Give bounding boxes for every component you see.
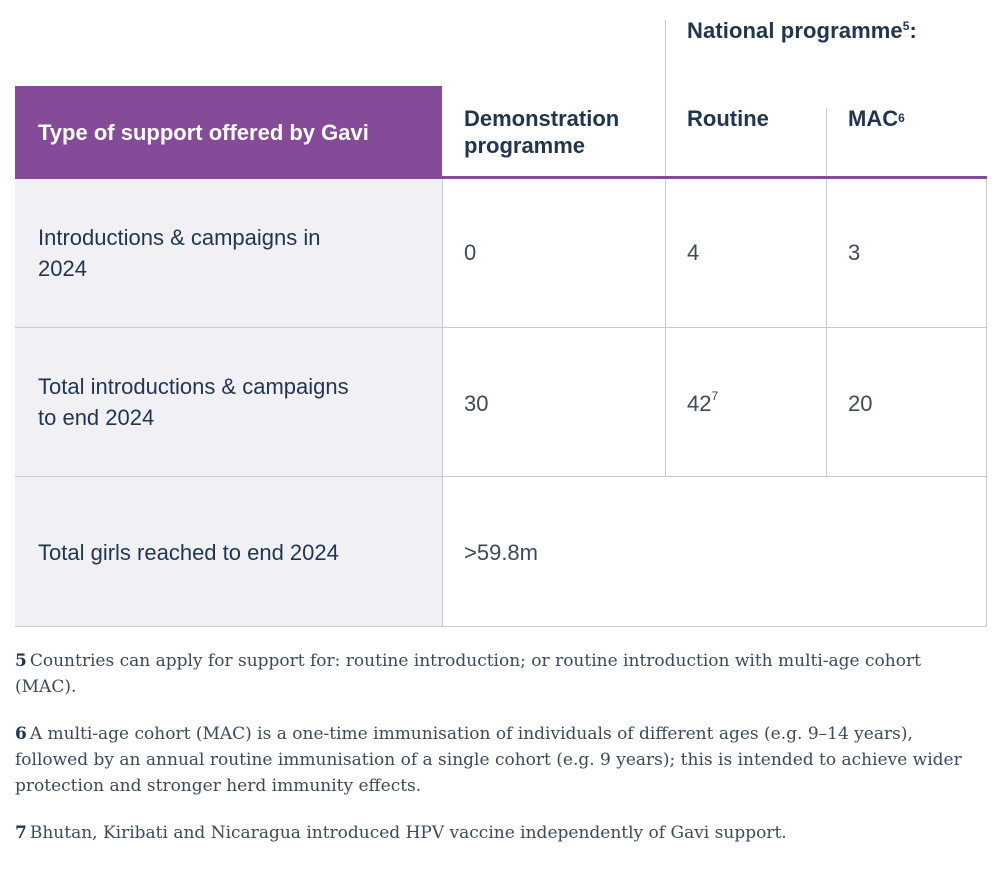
divider-national-left (665, 20, 666, 476)
footnote-7: 7 Bhutan, Kiribati and Nicaragua introduc… (15, 823, 787, 843)
footnote-5: 5 Countries can apply for support for: ro… (15, 651, 921, 697)
header-routine: Routine (687, 106, 769, 131)
cell-total-girls-value: >59.8m (464, 540, 538, 565)
row-label-total-introductions: Total introductions & campaigns to end 2… (15, 328, 442, 476)
footnote-ref-7: 7 (711, 389, 719, 403)
footnote-ref-6: 6 (898, 111, 905, 125)
cell-routine-2024: 4 (687, 240, 700, 265)
row-divider-1 (15, 327, 987, 328)
footnote-ref-5: 5 (902, 19, 910, 33)
cell-mac-2024: 3 (848, 240, 861, 265)
national-programme-header: National programme5: (687, 18, 917, 43)
header-demonstration-programme: Demonstration programme (464, 106, 620, 158)
cell-mac-total: 20 (848, 391, 873, 416)
footnotes: 5 Countries can apply for support for: ro… (15, 648, 975, 867)
header-underline (442, 176, 987, 179)
divider-routine-mac (826, 108, 827, 476)
table-border-bottom (15, 626, 987, 627)
row-divider-2 (15, 476, 987, 477)
cell-demonstration-2024: 0 (464, 240, 477, 265)
header-mac: MAC6 (848, 106, 905, 131)
header-type-of-support: Type of support offered by Gavi (15, 86, 442, 179)
cell-routine-total: 427 (687, 389, 719, 416)
cell-demonstration-total: 30 (464, 391, 489, 416)
divider-left-column (442, 179, 443, 627)
row-label-introductions-2024: Introductions & campaigns in 2024 (15, 179, 442, 327)
row-label-total-girls: Total girls reached to end 2024 (15, 477, 442, 627)
table-border-right (986, 179, 987, 627)
